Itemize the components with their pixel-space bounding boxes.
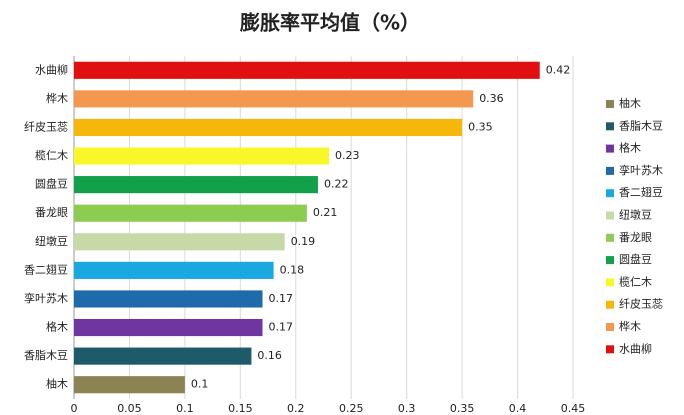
- value-label: 0.23: [335, 149, 360, 162]
- value-label: 0.16: [257, 349, 282, 362]
- bar: [74, 290, 263, 308]
- y-tick-label: 纽墩豆: [35, 234, 68, 248]
- bar: [74, 176, 318, 194]
- legend-swatch: [606, 278, 614, 287]
- legend-label: 水曲柳: [619, 341, 652, 355]
- legend-label: 香二翅豆: [619, 185, 663, 199]
- bar: [74, 261, 274, 279]
- y-tick-label: 番龙眼: [35, 206, 68, 219]
- legend-swatch: [606, 256, 614, 265]
- y-tick-label: 水曲柳: [35, 62, 68, 76]
- value-label: 0.22: [324, 178, 349, 191]
- value-label: 0.1: [191, 378, 209, 391]
- bar: [74, 118, 463, 137]
- legend-label: 格木: [619, 141, 641, 155]
- legend-swatch: [606, 345, 614, 354]
- bar: [74, 347, 252, 365]
- legend-label: 柚木: [619, 96, 641, 110]
- value-label: 0.17: [269, 292, 294, 305]
- bar: [74, 204, 307, 222]
- legend-label: 番龙眼: [619, 231, 652, 244]
- value-label: 0.17: [269, 321, 294, 334]
- y-tick-label: 纤皮玉蕊: [24, 120, 68, 133]
- value-label: 0.21: [313, 206, 338, 219]
- legend-label: 纽墩豆: [619, 208, 652, 222]
- y-tick-label: 桦木: [46, 91, 68, 105]
- legend-swatch: [606, 100, 614, 108]
- y-tick-label: 香脂木豆: [24, 348, 68, 362]
- value-label: 0.36: [479, 92, 504, 105]
- legend-swatch: [606, 166, 614, 175]
- legend-swatch: [606, 211, 614, 220]
- y-tick-label: 孪叶苏木: [24, 291, 68, 305]
- value-label: 0.18: [280, 263, 305, 276]
- x-tick-label: 0.05: [117, 402, 142, 415]
- legend-swatch: [606, 233, 614, 242]
- bar: [74, 61, 540, 79]
- legend-label: 纤皮玉蕊: [619, 298, 663, 311]
- legend-label: 榄仁木: [619, 275, 652, 288]
- bar: [74, 90, 474, 108]
- chart-title: 膨胀率平均值（%）: [239, 11, 420, 35]
- bar: [74, 147, 330, 165]
- x-tick-label: 0.1: [176, 402, 194, 415]
- value-label: 0.35: [468, 120, 493, 133]
- x-tick-label: 0.3: [398, 402, 416, 415]
- bar: [74, 376, 185, 394]
- y-tick-label: 格木: [46, 320, 68, 334]
- x-tick-label: 0.25: [339, 402, 364, 415]
- x-tick-label: 0.35: [450, 402, 475, 415]
- value-label: 0.42: [546, 63, 571, 76]
- value-label: 0.19: [291, 235, 316, 248]
- legend-swatch: [606, 189, 614, 198]
- y-tick-label: 香二翅豆: [24, 262, 68, 276]
- bar: [74, 318, 263, 337]
- legend-swatch: [606, 323, 614, 331]
- y-tick-label: 柚木: [46, 377, 68, 391]
- legend-swatch: [606, 122, 614, 131]
- legend-label: 孪叶苏木: [619, 163, 663, 177]
- x-tick-label: 0: [71, 402, 78, 415]
- y-tick-label: 圆盘豆: [35, 177, 68, 191]
- legend-label: 圆盘豆: [619, 252, 652, 266]
- legend-label: 桦木: [619, 319, 641, 333]
- x-tick-label: 0.45: [561, 402, 586, 415]
- x-tick-label: 0.15: [228, 402, 253, 415]
- x-tick-label: 0.2: [287, 402, 305, 415]
- bar: [74, 233, 285, 251]
- legend-label: 香脂木豆: [619, 118, 663, 132]
- x-tick-label: 0.4: [509, 402, 527, 415]
- legend-swatch: [606, 300, 614, 309]
- y-tick-label: 榄仁木: [35, 149, 68, 162]
- legend-swatch: [606, 144, 614, 153]
